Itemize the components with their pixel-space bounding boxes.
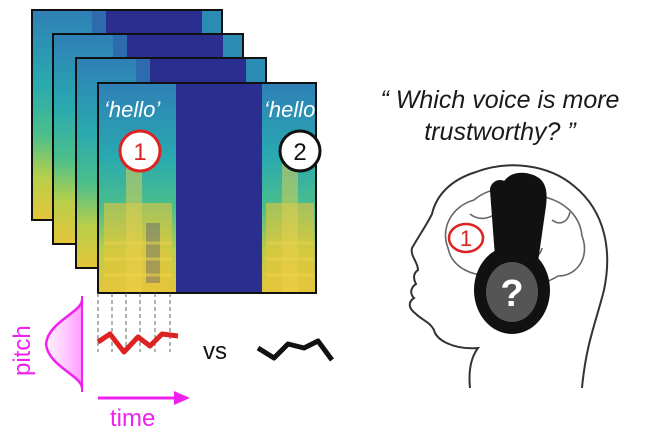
time-axis-label: time xyxy=(110,405,155,432)
head-profile-icon xyxy=(408,164,609,389)
question-text: “ Which voice is more trustworthy? ” xyxy=(350,84,650,148)
svg-text:1: 1 xyxy=(133,139,146,166)
pitch-axis-label: pitch xyxy=(9,325,36,376)
time-arrow xyxy=(98,391,190,405)
spectrogram-front: ‘hello’ ‘hello’ 1 2 xyxy=(97,82,322,294)
memory-voice-1-badge: 1 xyxy=(447,222,485,254)
svg-text:1: 1 xyxy=(460,226,472,251)
voice-1-badge: 1 xyxy=(118,129,162,173)
pitch-distribution xyxy=(44,296,84,392)
spectrogram-stack: ‘hello’ ‘hello’ 1 2 xyxy=(31,9,322,294)
pitch-contour-voice-1 xyxy=(96,331,179,355)
voice-2-badge: 2 xyxy=(278,129,322,173)
pitch-contour-voice-2 xyxy=(256,338,335,362)
question-line-2: trustworthy? ” xyxy=(424,118,576,146)
question-line-1: “ Which voice is more xyxy=(380,86,620,114)
question-mark: ? xyxy=(500,273,523,315)
time-sample-guides xyxy=(97,293,171,352)
vs-label: vs xyxy=(203,338,227,365)
word-label-right: ‘hello’ xyxy=(264,97,321,122)
word-label-left: ‘hello’ xyxy=(104,97,161,122)
svg-text:2: 2 xyxy=(293,139,306,166)
headphones-icon: ? xyxy=(474,172,550,334)
